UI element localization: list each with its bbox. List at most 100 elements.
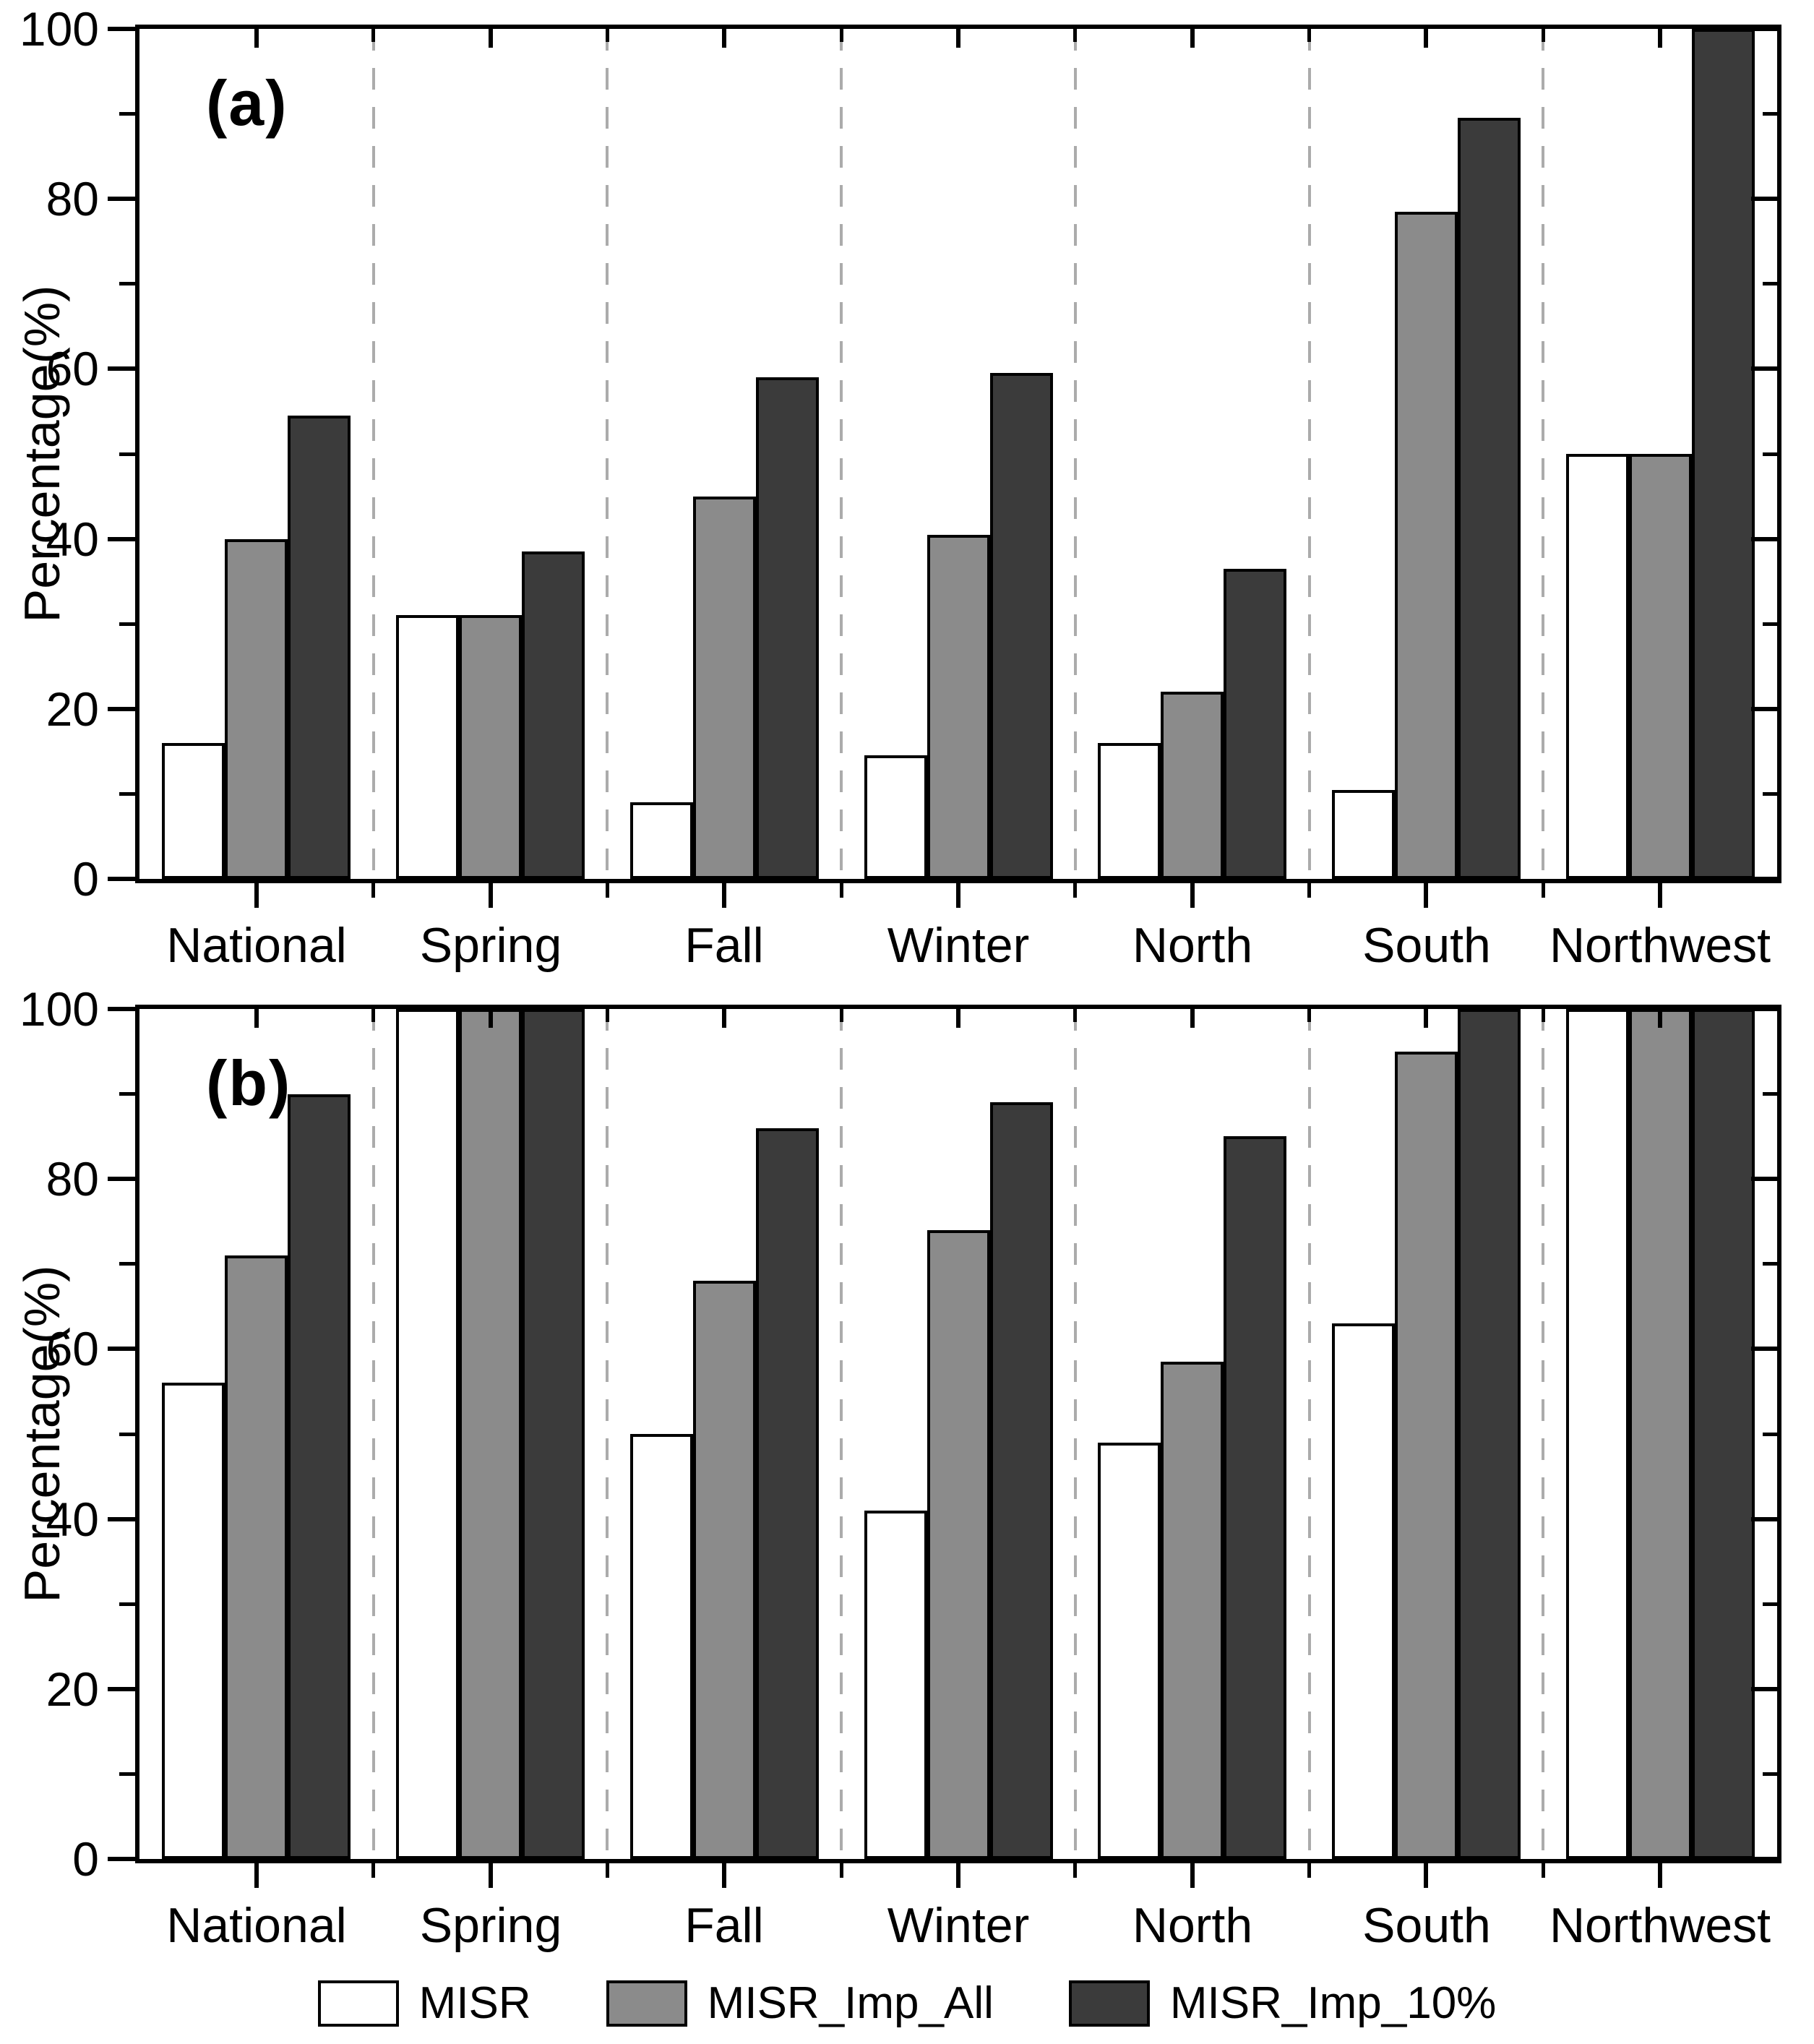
bar-misr-winter: [864, 755, 927, 879]
y-axis-tick-label: 20: [46, 1662, 99, 1716]
bar-misr-imp-10--fall: [756, 377, 819, 879]
group-separator: [1542, 1009, 1545, 1859]
x-axis-top-minor-tick: [1073, 29, 1078, 42]
bar-misr-south: [1332, 1323, 1395, 1859]
x-axis-top-minor-tick: [371, 1009, 376, 1022]
y-axis-right-minor-tick: [1763, 1772, 1777, 1776]
y-axis-right-minor-tick: [1763, 112, 1777, 116]
y-axis-right-minor-tick: [1763, 1432, 1777, 1436]
bar-misr-imp-all-spring: [459, 615, 522, 879]
bar-misr-northwest: [1566, 454, 1629, 879]
bar-misr-imp-10--northwest: [1692, 1009, 1755, 1859]
bar-misr-fall: [630, 1434, 693, 1859]
y-axis-tick-label: 80: [46, 1152, 99, 1206]
plot-area-panel-b: (b) 0 20 40 60 80 100 National Spring Fall Winter…: [20, 985, 1781, 1950]
x-axis-category-label: Northwest: [1549, 1898, 1771, 1953]
legend-swatch-misr-imp-10: [1068, 1980, 1150, 2027]
y-axis-minor-tick: [119, 1602, 135, 1606]
x-axis-top-minor-tick: [371, 29, 376, 42]
legend-swatch-misr-imp-all: [606, 1980, 687, 2027]
plot-area-panel-a: (a) 0 20 40 60 80 100 National Spring Fall Winter…: [20, 5, 1781, 970]
y-axis-right-major-tick: [1751, 197, 1777, 202]
x-axis-top-minor-tick: [1073, 1009, 1078, 1022]
x-axis-minor-tick: [1541, 879, 1545, 898]
bar-misr-imp-10--south: [1458, 1009, 1521, 1859]
y-axis-right-minor-tick: [1763, 791, 1777, 796]
x-axis-category-label: Fall: [684, 918, 764, 973]
y-axis-right-major-tick: [1751, 1007, 1777, 1011]
bar-misr-south: [1332, 790, 1395, 879]
y-axis-minor-tick: [119, 1262, 135, 1266]
bar-misr-spring: [396, 1009, 459, 1859]
group-separator: [606, 1009, 609, 1859]
x-axis-category-label: North: [1132, 918, 1253, 973]
bar-misr-winter: [864, 1511, 927, 1859]
x-axis-minor-tick: [371, 879, 376, 898]
bar-misr-northwest: [1566, 1009, 1629, 1859]
y-axis-major-tick: [108, 706, 135, 711]
x-axis-top-minor-tick: [1541, 29, 1545, 42]
group-separator: [1073, 1009, 1077, 1859]
group-separator: [1073, 29, 1077, 879]
y-axis-tick-label: 60: [46, 342, 99, 396]
y-axis-minor-tick: [119, 1772, 135, 1776]
x-axis-major-tick: [1424, 1859, 1429, 1888]
y-axis-right-major-tick: [1751, 706, 1777, 711]
bar-misr-imp-all-northwest: [1629, 1009, 1692, 1859]
y-axis-minor-tick: [119, 112, 135, 116]
panel-label-b: (b): [206, 1047, 292, 1119]
group-separator: [371, 29, 375, 879]
y-axis-right-major-tick: [1751, 1857, 1777, 1861]
bar-misr-imp-10--national: [288, 416, 351, 879]
x-axis-major-tick: [722, 879, 727, 908]
bar-misr-imp-all-north: [1161, 692, 1224, 879]
x-axis-top-major-tick: [1424, 29, 1429, 48]
y-axis-major-tick: [108, 1686, 135, 1691]
y-axis-tick-label: 20: [46, 682, 99, 736]
y-axis-minor-tick: [119, 1092, 135, 1096]
x-axis-category-label: National: [166, 1898, 347, 1953]
x-axis-top-major-tick: [1658, 1009, 1663, 1028]
y-axis-major-tick: [108, 1516, 135, 1521]
x-axis-top-major-tick: [254, 1009, 259, 1028]
x-axis-category-label: North: [1132, 1898, 1253, 1953]
x-axis-major-tick: [488, 879, 493, 908]
x-axis-top-major-tick: [1658, 29, 1663, 48]
y-axis-right-major-tick: [1751, 366, 1777, 372]
y-axis-tick-label: 60: [46, 1322, 99, 1376]
y-axis-title-panel-a: Percentage(%): [14, 285, 70, 623]
x-axis-top-minor-tick: [1307, 1009, 1312, 1022]
bar-misr-imp-all-spring: [459, 1009, 522, 1859]
legend-label-misr: MISR: [418, 1978, 531, 2028]
x-axis-top-minor-tick: [839, 29, 843, 42]
bar-misr-imp-all-winter: [927, 1230, 990, 1859]
y-axis-major-tick: [108, 1177, 135, 1182]
y-axis-minor-tick: [119, 791, 135, 796]
y-axis-minor-tick: [119, 452, 135, 456]
x-axis-top-major-tick: [254, 29, 259, 48]
x-axis-top-minor-tick: [839, 1009, 843, 1022]
x-axis-minor-tick: [1541, 1859, 1545, 1878]
x-axis-major-tick: [956, 879, 960, 908]
x-axis-major-tick: [956, 1859, 960, 1888]
y-axis-major-tick: [108, 536, 135, 541]
bar-misr-imp-10--national: [288, 1094, 351, 1859]
panel-label-a: (a): [206, 67, 288, 139]
legend-label-misr-imp-10: MISR_Imp_10%: [1169, 1978, 1497, 2028]
x-axis-top-minor-tick: [605, 1009, 609, 1022]
group-separator: [840, 29, 843, 879]
x-axis-top-major-tick: [1190, 1009, 1195, 1028]
x-axis-minor-tick: [839, 1859, 843, 1878]
bar-misr-imp-10--spring: [522, 551, 585, 879]
y-axis-right-major-tick: [1751, 1686, 1777, 1691]
x-axis-major-tick: [722, 1859, 727, 1888]
x-axis-top-major-tick: [488, 1009, 493, 1028]
x-axis-category-label: National: [166, 918, 347, 973]
bar-misr-imp-all-winter: [927, 535, 990, 879]
bar-misr-imp-10--winter: [990, 373, 1053, 879]
y-axis-minor-tick: [119, 1432, 135, 1436]
y-axis-tick-label: 100: [19, 2, 99, 56]
group-separator: [606, 29, 609, 879]
bar-misr-spring: [396, 615, 459, 879]
